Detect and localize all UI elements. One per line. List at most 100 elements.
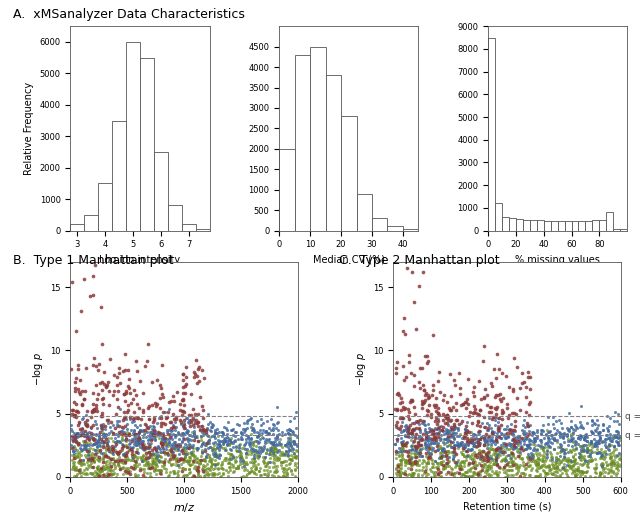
Point [559, 449, 570, 457]
Point [292, 459, 303, 467]
Point [522, 441, 532, 450]
Point [399, 422, 410, 430]
Point [113, 369, 124, 377]
Point [401, 447, 411, 455]
Point [204, 465, 214, 474]
Point [68, 447, 78, 456]
Point [122, 448, 132, 456]
Point [128, 395, 138, 403]
Point [516, 426, 527, 434]
Point [280, 441, 291, 449]
Point [494, 446, 504, 455]
Point [492, 445, 502, 453]
Point [207, 423, 218, 431]
Point [268, 438, 278, 446]
Point [150, 435, 161, 444]
Point [396, 422, 406, 430]
Point [279, 469, 289, 477]
Point [419, 441, 429, 449]
Point [248, 438, 259, 446]
Point [495, 451, 506, 459]
Point [95, 438, 106, 446]
Point [468, 448, 479, 456]
Point [566, 457, 576, 465]
Point [499, 455, 509, 464]
Point [158, 444, 168, 452]
Point [152, 461, 162, 470]
Point [571, 438, 581, 446]
Point [523, 422, 533, 430]
Point [143, 403, 153, 412]
Point [575, 418, 586, 426]
Point [69, 412, 79, 420]
Point [180, 373, 191, 381]
Point [423, 458, 433, 467]
Point [612, 461, 622, 470]
Point [259, 454, 269, 463]
Point [488, 438, 498, 446]
Point [127, 452, 138, 460]
Point [212, 453, 222, 461]
Point [431, 439, 442, 447]
Point [83, 444, 93, 453]
Point [157, 431, 168, 440]
Point [397, 327, 408, 335]
Point [129, 417, 140, 425]
Point [77, 437, 88, 445]
Point [76, 390, 86, 398]
Point [449, 446, 460, 455]
Point [601, 443, 611, 451]
Point [565, 436, 575, 445]
Point [291, 423, 301, 432]
Point [79, 439, 89, 447]
Point [176, 418, 186, 426]
Point [271, 467, 282, 475]
Point [461, 447, 471, 455]
Point [116, 455, 127, 464]
Point [189, 429, 199, 438]
Point [587, 416, 597, 424]
Point [419, 417, 429, 425]
Point [289, 414, 300, 423]
Point [476, 461, 486, 470]
Point [436, 458, 447, 466]
Point [570, 464, 580, 473]
Point [117, 440, 127, 449]
Point [84, 436, 94, 444]
Point [113, 387, 123, 396]
Point [611, 471, 621, 479]
Point [445, 417, 456, 425]
Point [140, 445, 150, 453]
Point [579, 436, 589, 444]
Point [554, 455, 564, 464]
Point [236, 440, 246, 448]
Point [188, 444, 198, 452]
Point [196, 440, 207, 448]
Point [433, 404, 443, 412]
Point [138, 388, 148, 397]
Point [556, 452, 566, 460]
Point [128, 429, 138, 438]
Point [548, 436, 559, 445]
Point [103, 465, 113, 474]
Point [101, 452, 111, 460]
Point [405, 471, 415, 479]
Point [449, 428, 459, 436]
Point [420, 452, 431, 461]
Point [98, 431, 108, 440]
Point [420, 445, 431, 453]
Point [164, 471, 174, 479]
Point [599, 451, 609, 460]
Point [434, 411, 444, 419]
Point [547, 454, 557, 463]
Point [173, 467, 183, 475]
Point [443, 427, 453, 435]
Point [88, 433, 99, 442]
Point [99, 438, 109, 446]
Point [422, 458, 432, 467]
Point [461, 446, 472, 455]
Point [132, 367, 142, 375]
Point [436, 457, 447, 466]
Point [132, 462, 142, 470]
Point [93, 452, 104, 461]
